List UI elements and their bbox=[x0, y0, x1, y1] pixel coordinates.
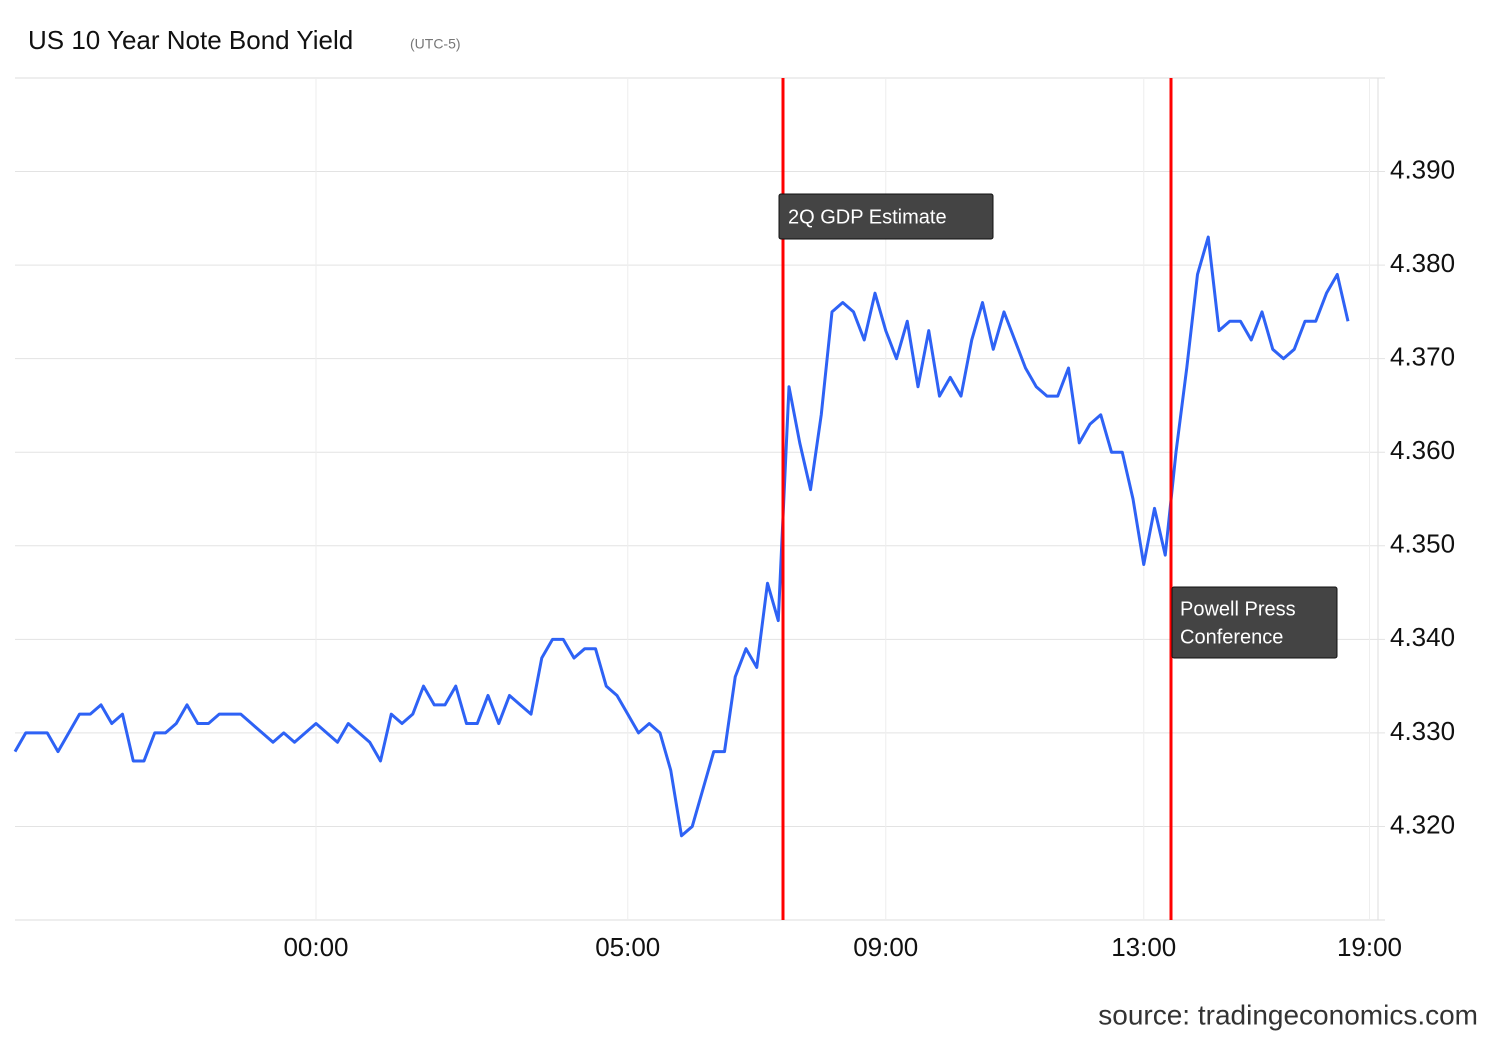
series-layer bbox=[13, 235, 1350, 838]
y-tick-label: 4.380 bbox=[1390, 248, 1455, 278]
y-tick-label: 4.350 bbox=[1390, 529, 1455, 559]
annotation-box bbox=[1171, 586, 1338, 659]
x-tick-label: 00:00 bbox=[283, 932, 348, 962]
source: source: tradingeconomics.com bbox=[1098, 999, 1478, 1030]
series-line bbox=[13, 235, 1350, 838]
y-tick-label: 4.320 bbox=[1390, 809, 1455, 839]
y-tick-label: 4.390 bbox=[1390, 154, 1455, 184]
y-tick-label: 4.330 bbox=[1390, 716, 1455, 746]
x-tick-label: 05:00 bbox=[595, 932, 660, 962]
chart-subtitle: (UTC-5) bbox=[410, 36, 461, 52]
x-tick-label: 13:00 bbox=[1111, 932, 1176, 962]
y-tick-label: 4.360 bbox=[1390, 435, 1455, 465]
annotation-text: Powell Press bbox=[1180, 598, 1296, 620]
annotation-box bbox=[778, 193, 994, 240]
annotation-text: 2Q GDP Estimate bbox=[788, 206, 947, 228]
x-tick-label: 09:00 bbox=[853, 932, 918, 962]
y-tick-label: 4.370 bbox=[1390, 342, 1455, 372]
chart-title: US 10 Year Note Bond Yield bbox=[28, 25, 353, 55]
annotation-text: Conference bbox=[1180, 626, 1283, 648]
x-tick-label: 19:00 bbox=[1337, 932, 1402, 962]
grid bbox=[15, 78, 1385, 920]
y-tick-label: 4.340 bbox=[1390, 622, 1455, 652]
